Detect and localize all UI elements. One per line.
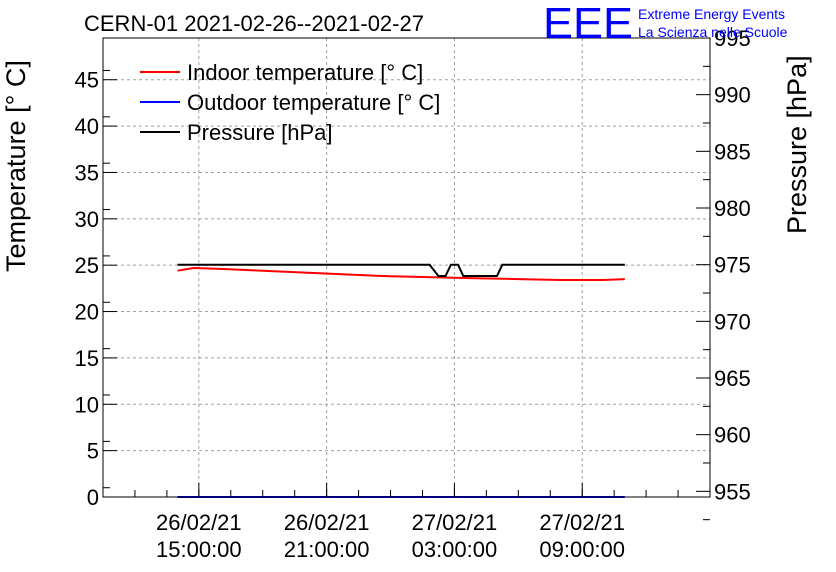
x-tick-date: 27/02/21 — [539, 510, 625, 535]
y2-tick-label: 960 — [714, 423, 751, 448]
y2-tick-label: 990 — [714, 83, 751, 108]
logo-line-1: Extreme Energy Events — [638, 6, 785, 22]
legend-label: Pressure [hPa] — [187, 120, 333, 145]
series-layer — [177, 263, 625, 498]
x-tick-date: 26/02/21 — [284, 510, 370, 535]
y-tick-label: 10 — [75, 392, 99, 417]
eee-logo: EEE Extreme Energy Events La Scienza nel… — [543, 0, 788, 48]
legend-label: Indoor temperature [° C] — [187, 60, 423, 85]
x-tick-time: 09:00:00 — [539, 537, 625, 562]
y-tick-label: 25 — [75, 253, 99, 278]
logo-line-2: La Scienza nelle Scuole — [638, 24, 788, 40]
y-tick-label: 45 — [75, 68, 99, 93]
y2-tick-label: 965 — [714, 366, 751, 391]
chart-title: CERN-01 2021-02-26--2021-02-27 — [84, 11, 424, 36]
y2-tick-label: 955 — [714, 479, 751, 504]
y-tick-label: 20 — [75, 300, 99, 325]
axes: 0 5 10 15 20 25 30 35 40 45 955 960 965 970 975 980 985 9… — [75, 26, 751, 562]
y2-tick-label: 985 — [714, 139, 751, 164]
legend: Indoor temperature [° C] Outdoor temperat… — [140, 60, 440, 145]
x-tick-time: 15:00:00 — [156, 537, 242, 562]
series-line-0 — [177, 266, 625, 281]
x-tick-date: 27/02/21 — [412, 510, 498, 535]
y-tick-label: 40 — [75, 114, 99, 139]
x-tick-date: 26/02/21 — [156, 510, 242, 535]
y2-tick-label: 980 — [714, 196, 751, 221]
y-tick-label: 35 — [75, 160, 99, 185]
y2-tick-label: 995 — [714, 26, 751, 51]
y2-tick-label: 975 — [714, 253, 751, 278]
x-tick-time: 21:00:00 — [284, 537, 370, 562]
y-tick-label: 30 — [75, 207, 99, 232]
y2-axis-label: Pressure [hPa] — [782, 55, 812, 234]
legend-label: Outdoor temperature [° C] — [187, 90, 440, 115]
logo-mark: EEE — [543, 0, 633, 48]
y-tick-label: 5 — [87, 439, 99, 464]
y-tick-label: 0 — [87, 485, 99, 510]
x-tick-time: 03:00:00 — [412, 537, 498, 562]
y2-tick-label: 970 — [714, 309, 751, 334]
y-tick-label: 15 — [75, 346, 99, 371]
y-axis-label: Temperature [° C] — [1, 60, 31, 272]
series-line-2 — [177, 263, 625, 277]
plot-frame — [102, 37, 711, 498]
